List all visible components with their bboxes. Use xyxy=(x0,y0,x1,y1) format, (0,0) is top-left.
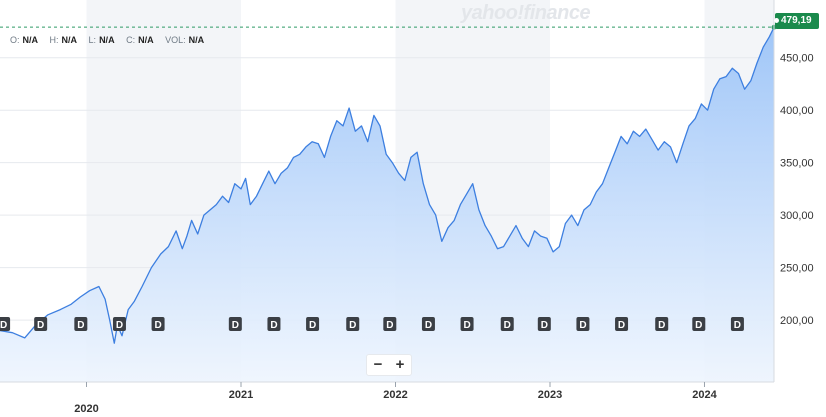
dividend-marker xyxy=(0,317,11,331)
dividend-marker-label: D xyxy=(37,320,44,331)
dividend-marker-label: D xyxy=(270,320,277,331)
dividend-marker xyxy=(421,317,435,331)
ohlc-readout: O: N/A H: N/A L: N/A C: N/A VOL: N/A xyxy=(10,35,213,45)
dividend-marker-label: D xyxy=(232,320,239,331)
dividend-marker-label: D xyxy=(116,320,123,331)
dividend-marker-label: D xyxy=(618,320,625,331)
zoom-in-button[interactable]: + xyxy=(395,356,405,373)
y-tick-label: 250,00 xyxy=(780,263,814,275)
dividend-marker xyxy=(730,317,744,331)
dividend-marker xyxy=(655,317,669,331)
dividend-marker xyxy=(112,317,126,331)
zoom-out-button[interactable]: − xyxy=(373,356,383,373)
x-tick-label: 2023 xyxy=(538,389,562,401)
y-tick-label: 450,00 xyxy=(780,53,814,65)
y-tick-label: 300,00 xyxy=(780,210,814,222)
dividend-marker xyxy=(460,317,474,331)
dividend-marker-label: D xyxy=(463,320,470,331)
y-tick-label: 200,00 xyxy=(780,315,814,327)
dividend-marker-label: D xyxy=(541,320,548,331)
x-tick-label: 2021 xyxy=(229,389,253,401)
dividend-marker-label: D xyxy=(386,320,393,331)
dividend-marker xyxy=(692,317,706,331)
dividend-marker xyxy=(228,317,242,331)
dividend-marker xyxy=(576,317,590,331)
dividend-marker xyxy=(500,317,514,331)
dividend-marker-label: D xyxy=(349,320,356,331)
dividend-marker xyxy=(306,317,320,331)
x-tick-label: 2024 xyxy=(692,389,717,401)
y-tick-label: 350,00 xyxy=(780,158,814,170)
ohlc-volume: VOL: N/A xyxy=(165,35,205,45)
current-price-badge: 479,19 xyxy=(774,13,819,29)
dividend-marker-label: D xyxy=(504,320,511,331)
dividend-marker-label: D xyxy=(734,320,741,331)
dividend-marker xyxy=(537,317,551,331)
price-area xyxy=(0,27,774,383)
dividend-marker-label: D xyxy=(309,320,316,331)
dividend-marker-label: D xyxy=(154,320,161,331)
x-tick-label: 2020 xyxy=(74,403,98,415)
price-line xyxy=(0,27,775,344)
dividend-marker-label: D xyxy=(425,320,432,331)
dividend-marker xyxy=(74,317,88,331)
ohlc-low: L: N/A xyxy=(88,35,115,45)
dividend-marker-label: D xyxy=(0,320,7,331)
dividend-marker xyxy=(34,317,48,331)
dividend-marker xyxy=(151,317,165,331)
ohlc-high: H: N/A xyxy=(49,35,78,45)
dividend-marker xyxy=(383,317,397,331)
dividend-marker xyxy=(346,317,360,331)
dividend-marker-label: D xyxy=(658,320,665,331)
ohlc-close: C: N/A xyxy=(126,35,154,45)
dividend-marker-label: D xyxy=(695,320,702,331)
y-tick-label: 400,00 xyxy=(780,105,814,117)
dividend-marker xyxy=(615,317,629,331)
zoom-controls: − + xyxy=(366,354,412,376)
ohlc-open: O: N/A xyxy=(10,35,39,45)
dividend-marker-label: D xyxy=(77,320,84,331)
yahoo-finance-watermark: yahoo!finance xyxy=(461,2,591,24)
dividend-marker-label: D xyxy=(579,320,586,331)
x-tick-label: 2022 xyxy=(383,389,407,401)
dividend-marker xyxy=(267,317,281,331)
